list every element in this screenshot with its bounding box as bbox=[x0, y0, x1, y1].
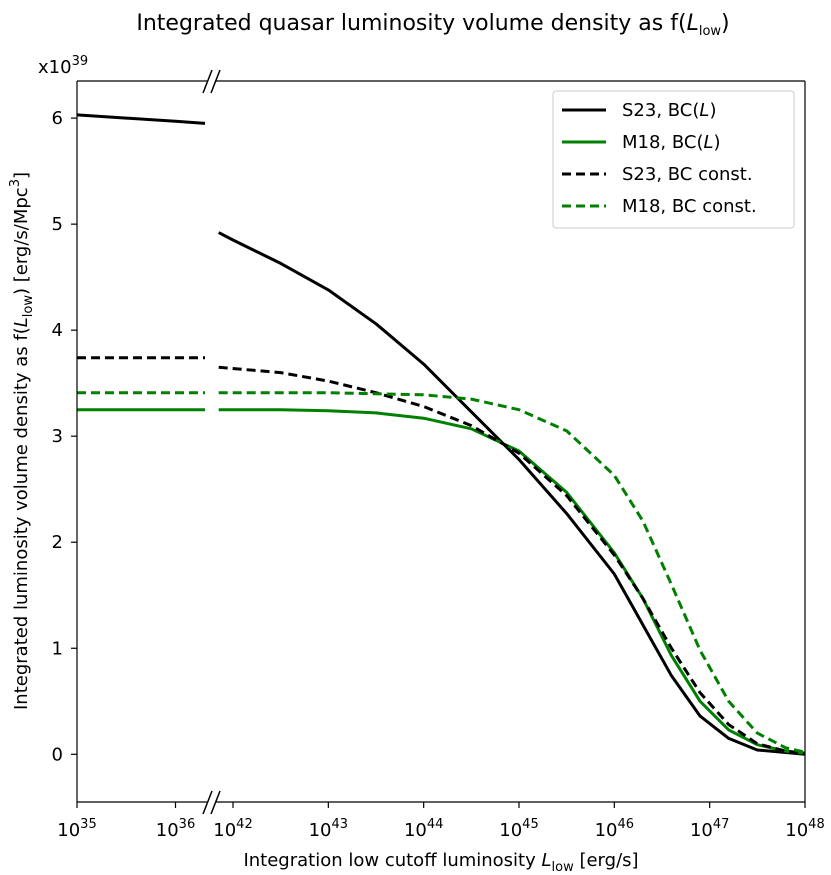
legend-label-m18-bcc: M18, BC const. bbox=[622, 196, 757, 217]
y-tick-label: 1 bbox=[52, 638, 63, 659]
x-tick-label: 1036 bbox=[156, 817, 195, 841]
y-tick-label: 6 bbox=[52, 108, 63, 129]
series-line-s23-bcl-left bbox=[76, 113, 206, 125]
chart-title: Integrated quasar luminosity volume dens… bbox=[136, 11, 729, 39]
axis-break-mark bbox=[202, 69, 213, 94]
axis-break-mark bbox=[202, 790, 213, 815]
x-tick-label: 1044 bbox=[404, 817, 443, 841]
axis-break-mark bbox=[210, 790, 221, 815]
legend-label-m18-bcl: M18, BC(L) bbox=[622, 132, 721, 153]
legend-label-s23-bcc: S23, BC const. bbox=[622, 164, 753, 185]
series-layer bbox=[76, 113, 806, 756]
y-offset-label: x1039 bbox=[38, 54, 88, 78]
x-tick-label: 1045 bbox=[499, 817, 538, 841]
x-tick-label: 1042 bbox=[213, 817, 252, 841]
legend-label-s23-bcl: S23, BC(L) bbox=[622, 100, 716, 121]
series-line-s23-bcl-right bbox=[218, 231, 806, 756]
series-line-s23-bcc-right bbox=[218, 365, 806, 755]
x-tick-label: 1043 bbox=[309, 817, 348, 841]
y-tick-label: 4 bbox=[52, 320, 63, 341]
y-ticks: 0 1 2 3 4 5 6 bbox=[52, 108, 77, 765]
legend: S23, BC(L) M18, BC(L) S23, BC const. M18, B… bbox=[552, 90, 795, 229]
x-tick-label: 1048 bbox=[785, 817, 824, 841]
axes-frame bbox=[76, 69, 806, 815]
legend-box bbox=[552, 90, 795, 229]
x-tick-label: 1046 bbox=[595, 817, 634, 841]
series-line-m18-bcl-right bbox=[218, 408, 806, 755]
y-tick-label: 0 bbox=[52, 744, 63, 765]
x-tick-label: 1047 bbox=[690, 817, 729, 841]
y-tick-label: 2 bbox=[52, 532, 63, 553]
x-axis-label: Integration low cutoff luminosity Llow [… bbox=[243, 850, 638, 875]
y-tick-label: 5 bbox=[52, 214, 63, 235]
y-axis-label: Integrated luminosity volume density as … bbox=[8, 172, 36, 710]
x-tick-label: 1035 bbox=[57, 817, 96, 841]
y-tick-label: 3 bbox=[52, 426, 63, 447]
axis-break-mark bbox=[210, 69, 221, 94]
series-line-m18-bcc-right bbox=[218, 391, 806, 754]
x-ticks: 1035 1036 1042 1043 1044 1045 1046 1047 1048 bbox=[57, 802, 825, 841]
